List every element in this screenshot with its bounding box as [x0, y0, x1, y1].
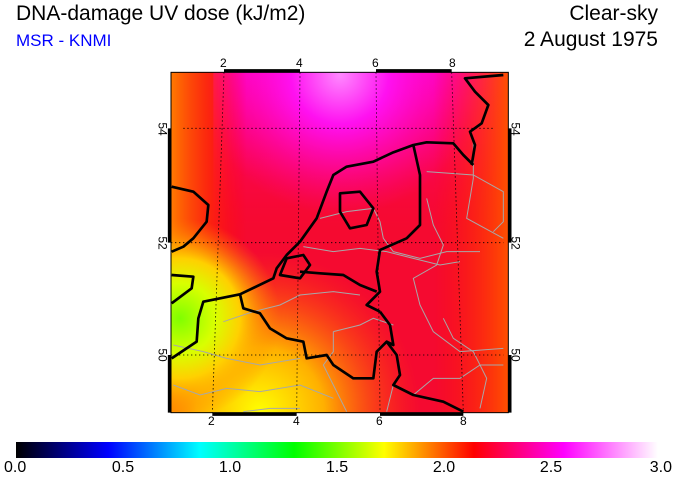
graticule: [171, 72, 504, 413]
colorbar-label: 1.5: [325, 459, 349, 476]
map-frame: [170, 71, 509, 414]
frame-ticks: [167, 69, 512, 416]
colorbar-label: 3.0: [649, 459, 672, 476]
lon-tick-top: 2: [220, 56, 227, 70]
colorbar-label: 2.5: [539, 459, 563, 476]
lon-tick-bottom: 2: [208, 414, 215, 428]
lon-tick-top: 4: [296, 56, 303, 70]
lon-tick-top: 8: [449, 56, 456, 70]
lon-tick-top: 6: [372, 56, 379, 70]
colorbar: [16, 442, 658, 458]
lon-tick-bottom: 6: [376, 414, 383, 428]
rivers-and-regions: [173, 141, 504, 413]
colorbar-label: 2.0: [432, 459, 456, 476]
colorbar-label: 0.0: [4, 459, 27, 476]
map-title: DNA-damage UV dose (kJ/m2): [16, 2, 306, 25]
colorbar-label: 0.5: [111, 459, 135, 476]
colorbar-label: 1.0: [218, 459, 242, 476]
lon-tick-bottom: 4: [293, 414, 300, 428]
source-label: MSR - KNMI: [16, 31, 112, 50]
sky-condition: Clear-sky: [569, 2, 658, 25]
uv-dose-map: [167, 69, 512, 416]
colorbar-gradient: [16, 442, 658, 458]
coastlines: [171, 73, 504, 413]
lon-tick-bottom: 8: [460, 414, 467, 428]
date-label: 2 August 1975: [523, 28, 658, 51]
